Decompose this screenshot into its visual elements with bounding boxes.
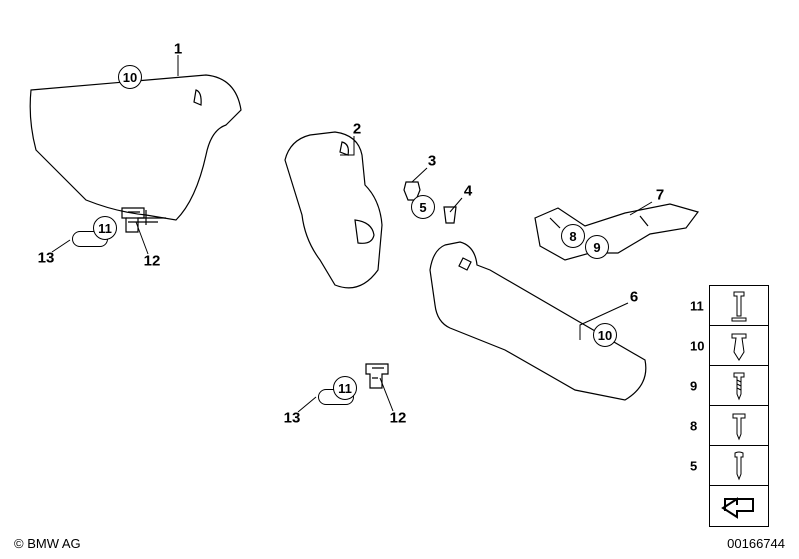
plug-small — [440, 205, 460, 227]
parts-legend-box: 11 10 9 8 5 — [709, 285, 769, 527]
bracket-center — [360, 360, 396, 396]
legend-num: 5 — [690, 458, 697, 473]
legend-num: 8 — [690, 418, 697, 433]
pan-screw-icon — [724, 410, 754, 442]
arrow-return-icon — [719, 491, 759, 521]
bracket-left — [116, 204, 152, 240]
expanding-rivet-icon — [724, 330, 754, 362]
callout-number: 4 — [464, 183, 472, 200]
callout-number: 3 — [428, 153, 436, 170]
oval-screw-icon — [724, 450, 754, 482]
callout-circle: 10 — [593, 323, 617, 347]
legend-row: 10 — [710, 326, 768, 366]
callout-number: 12 — [144, 253, 161, 270]
legend-row — [710, 486, 768, 526]
callout-number: 6 — [630, 289, 638, 306]
callout-circle: 11 — [333, 376, 357, 400]
legend-num: 9 — [690, 378, 697, 393]
callout-circle: 9 — [585, 235, 609, 259]
legend-row: 8 — [710, 406, 768, 446]
sheet-screw-icon — [724, 370, 754, 402]
legend-row: 11 — [710, 286, 768, 326]
catalog-id-text: 00166744 — [727, 536, 785, 551]
callout-circle: 8 — [561, 224, 585, 248]
callout-number: 13 — [284, 410, 301, 427]
callout-number: 1 — [174, 41, 182, 58]
callout-number: 2 — [353, 121, 361, 138]
legend-num: 10 — [690, 338, 704, 353]
legend-row: 9 — [710, 366, 768, 406]
copyright-text: © BMW AG — [14, 536, 81, 551]
callout-circle: 10 — [118, 65, 142, 89]
callout-circle: 5 — [411, 195, 435, 219]
legend-row: 5 — [710, 446, 768, 486]
callout-number: 13 — [38, 250, 55, 267]
legend-num: 11 — [690, 298, 704, 313]
callout-circle: 11 — [93, 216, 117, 240]
callout-number: 7 — [656, 187, 664, 204]
screw-combo-icon — [724, 290, 754, 322]
callout-number: 12 — [390, 410, 407, 427]
